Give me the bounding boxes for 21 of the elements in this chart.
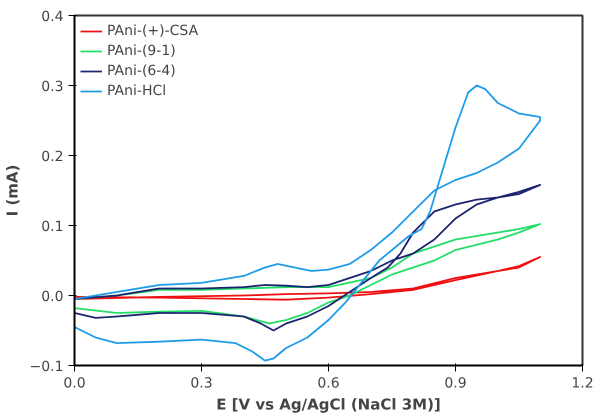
legend-label: PAni-(6-4) xyxy=(107,63,176,79)
line-series xyxy=(74,84,542,362)
x-tick-label: 0.3 xyxy=(190,376,213,392)
y-tick-label: 0.0 xyxy=(41,289,64,305)
x-tick-label: 0.9 xyxy=(444,376,467,392)
y-tick-label: 0.3 xyxy=(41,79,64,95)
y-axis-title: I (mA) xyxy=(4,164,22,216)
line-series xyxy=(74,256,542,301)
x-tick-label: 1.2 xyxy=(571,376,594,392)
x-tick-label: 0.6 xyxy=(317,376,340,392)
x-axis-title: E [V vs Ag/AgCl (NaCl 3M)] xyxy=(216,396,441,414)
y-tick-label: 0.2 xyxy=(41,149,64,165)
line-series xyxy=(74,223,542,324)
legend-label: PAni-(+)-CSA xyxy=(107,23,198,39)
legend-label: PAni-HCl xyxy=(107,83,166,99)
line-series xyxy=(74,184,542,332)
y-tick-label: −0.1 xyxy=(30,359,64,375)
y-tick-label: 0.4 xyxy=(41,9,64,25)
x-tick-label: 0.0 xyxy=(63,376,86,392)
y-tick-label: 0.1 xyxy=(41,219,64,235)
legend-label: PAni-(9-1) xyxy=(107,43,176,59)
